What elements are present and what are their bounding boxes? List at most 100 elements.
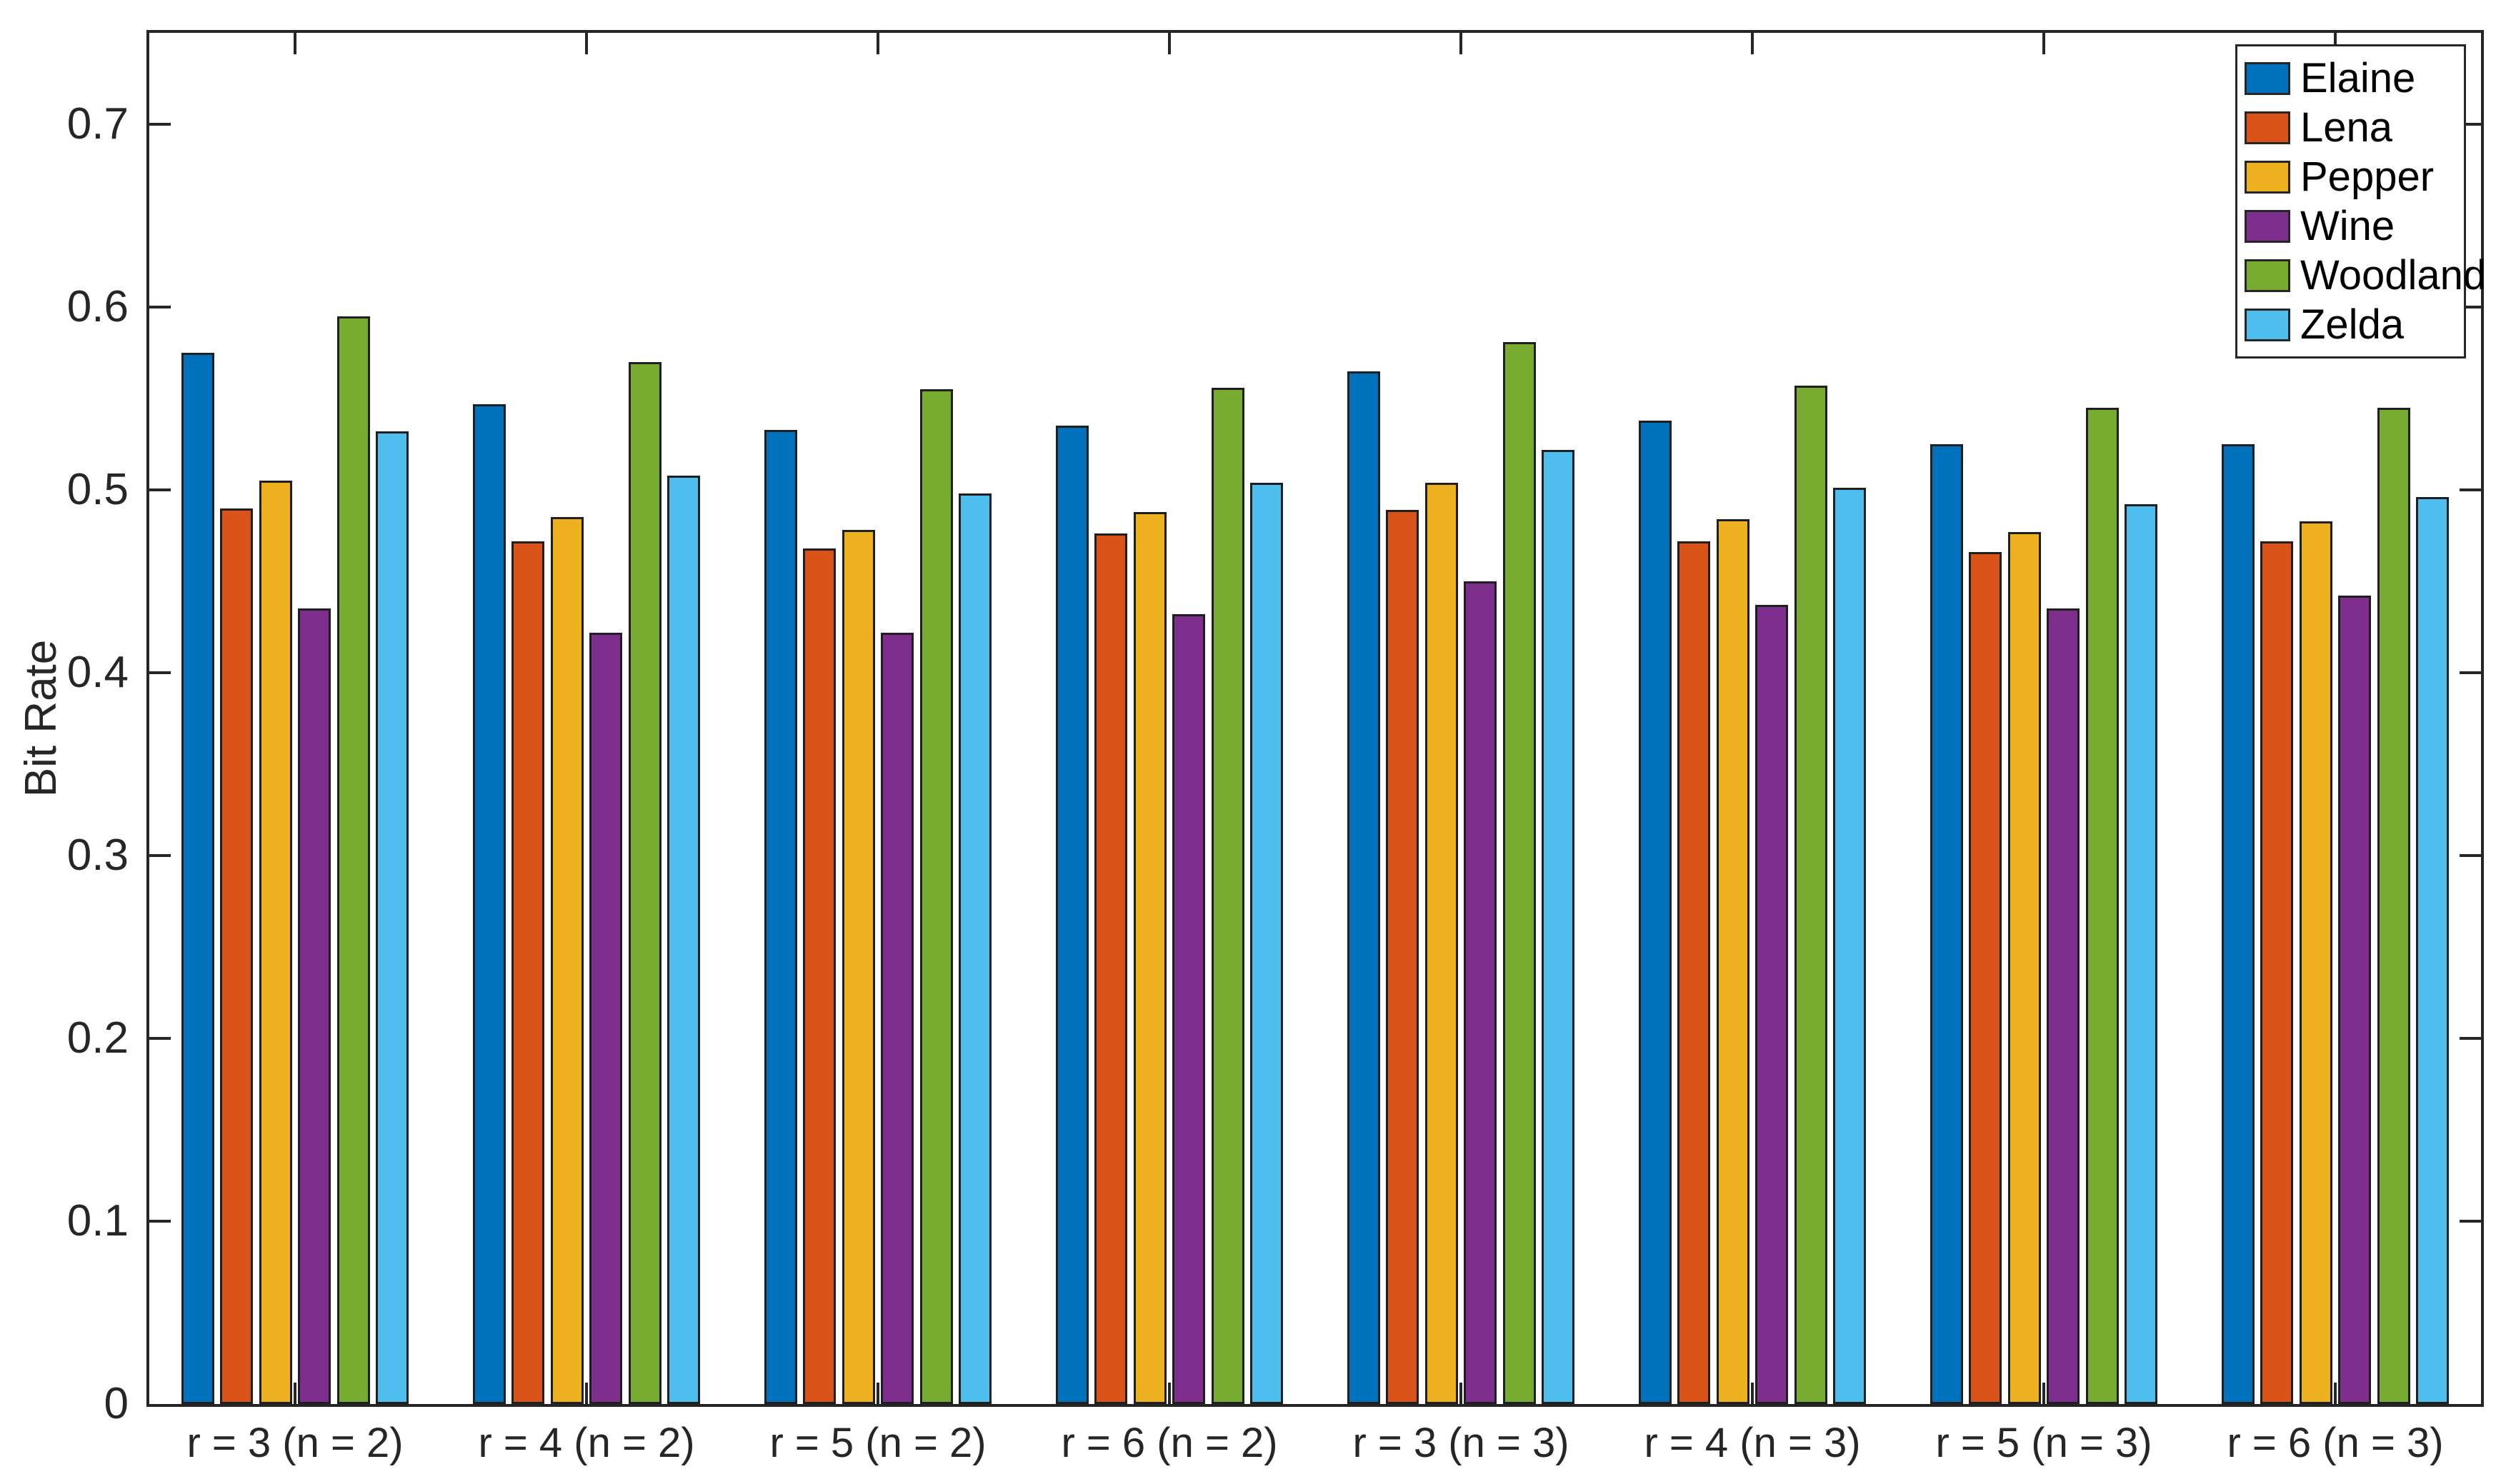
x-tick-mark: [294, 1383, 296, 1404]
x-tick-mark: [1459, 33, 1462, 54]
plot-area: [146, 30, 2484, 1407]
bar-elaine-group3: [764, 429, 797, 1404]
bar-woodland-group6: [1794, 386, 1827, 1404]
bar-woodland-group4: [1211, 387, 1244, 1404]
y-tick-mark: [2460, 1220, 2481, 1223]
legend-item-elaine: Elaine: [2245, 54, 2455, 103]
bar-wine-group4: [1172, 614, 1206, 1404]
bar-lena-group7: [1969, 552, 2002, 1404]
bar-pepper-group4: [1133, 511, 1167, 1404]
bar-zelda-group5: [1542, 449, 1574, 1404]
bar-elaine-group7: [1930, 444, 1963, 1404]
y-tick-mark: [149, 306, 171, 309]
wine-swatch-icon: [2245, 209, 2290, 243]
legend-label: Elaine: [2300, 54, 2416, 101]
y-tick-mark: [2460, 854, 2481, 857]
bar-zelda-group8: [2416, 497, 2449, 1404]
elaine-swatch-icon: [2245, 61, 2290, 95]
x-tick-mark: [585, 1383, 588, 1404]
bar-zelda-group7: [2125, 504, 2157, 1404]
bar-pepper-group7: [2007, 531, 2041, 1404]
plot-inner: [149, 33, 2481, 1404]
bar-elaine-group4: [1056, 426, 1089, 1404]
x-tick-mark: [2042, 1383, 2045, 1404]
bar-zelda-group1: [376, 431, 409, 1404]
y-tick-label: 0: [104, 1379, 129, 1428]
x-tick-mark: [294, 33, 296, 54]
legend-label: Lena: [2300, 104, 2393, 151]
y-tick-label: 0.6: [66, 282, 129, 331]
bar-elaine-group1: [181, 353, 214, 1404]
bar-wine-group2: [589, 632, 623, 1404]
x-tick-mark: [2042, 33, 2045, 54]
x-tick-mark: [1168, 33, 1171, 54]
bar-elaine-group8: [2222, 444, 2255, 1404]
bar-elaine-group2: [473, 403, 506, 1404]
bar-woodland-group5: [1502, 341, 1536, 1404]
legend-label: Woodland: [2300, 251, 2487, 299]
x-tick-mark: [1751, 33, 1754, 54]
x-tick-mark: [1168, 1383, 1171, 1404]
bar-pepper-group6: [1716, 518, 1749, 1404]
bar-zelda-group4: [1250, 482, 1283, 1404]
bar-zelda-group6: [1833, 488, 1866, 1404]
x-tick-label: r = 6 (n = 3): [2227, 1420, 2444, 1466]
y-tick-mark: [149, 1220, 171, 1223]
x-tick-label: r = 3 (n = 3): [1352, 1420, 1569, 1466]
legend-label: Wine: [2300, 202, 2395, 249]
legend-item-pepper: Pepper: [2245, 152, 2455, 201]
x-tick-label: r = 4 (n = 2): [478, 1420, 695, 1466]
bar-pepper-group2: [550, 517, 584, 1404]
bar-lena-group8: [2260, 541, 2294, 1404]
y-tick-mark: [149, 123, 171, 126]
y-tick-label: 0.2: [66, 1013, 129, 1063]
bar-wine-group6: [1755, 605, 1789, 1404]
y-tick-mark: [2460, 306, 2481, 309]
legend: Elaine Lena Pepper Wine Woodland Zelda: [2235, 44, 2486, 359]
y-tick-mark: [149, 671, 171, 674]
y-tick-label: 0.1: [66, 1196, 129, 1245]
bar-wine-group3: [881, 632, 914, 1404]
bar-woodland-group3: [919, 389, 953, 1404]
bar-lena-group5: [1386, 510, 1419, 1404]
bar-elaine-group6: [1639, 420, 1672, 1404]
woodland-swatch-icon: [2245, 259, 2290, 292]
y-tick-mark: [2460, 123, 2481, 126]
bar-zelda-group2: [667, 475, 700, 1404]
x-tick-label: r = 4 (n = 3): [1644, 1420, 1861, 1466]
bar-wine-group7: [2047, 608, 2080, 1404]
x-tick-label: r = 6 (n = 2): [1061, 1420, 1278, 1466]
bar-lena-group3: [803, 548, 837, 1404]
y-tick-label: 0.7: [66, 99, 129, 149]
bar-lena-group4: [1094, 533, 1128, 1404]
y-tick-label: 0.5: [66, 465, 129, 514]
bar-elaine-group5: [1347, 371, 1380, 1404]
x-tick-label: r = 3 (n = 2): [186, 1420, 404, 1466]
legend-item-zelda: Zelda: [2245, 300, 2455, 349]
y-tick-mark: [2460, 488, 2481, 491]
zelda-swatch-icon: [2245, 308, 2290, 341]
legend-item-wine: Wine: [2245, 201, 2455, 251]
bar-wine-group8: [2338, 596, 2372, 1404]
y-tick-label: 0.3: [66, 831, 129, 880]
x-tick-mark: [1459, 1383, 1462, 1404]
x-tick-mark: [1751, 1383, 1754, 1404]
legend-label: Zelda: [2300, 301, 2405, 348]
x-tick-label: r = 5 (n = 3): [1935, 1420, 2152, 1466]
bar-zelda-group3: [959, 493, 992, 1404]
bar-lena-group1: [220, 508, 254, 1404]
y-tick-mark: [2460, 671, 2481, 674]
x-tick-mark: [2334, 33, 2337, 54]
lena-swatch-icon: [2245, 111, 2290, 144]
y-tick-label: 0.4: [66, 648, 129, 697]
bar-pepper-group8: [2299, 521, 2332, 1404]
y-tick-mark: [149, 488, 171, 491]
y-axis-label: Bit Rate: [16, 639, 66, 798]
bar-woodland-group7: [2085, 407, 2119, 1404]
bar-pepper-group5: [1424, 482, 1458, 1404]
x-tick-mark: [877, 1383, 879, 1404]
y-tick-mark: [149, 1037, 171, 1040]
y-tick-mark: [149, 854, 171, 857]
legend-label: Pepper: [2300, 153, 2435, 200]
bar-wine-group1: [298, 608, 331, 1404]
